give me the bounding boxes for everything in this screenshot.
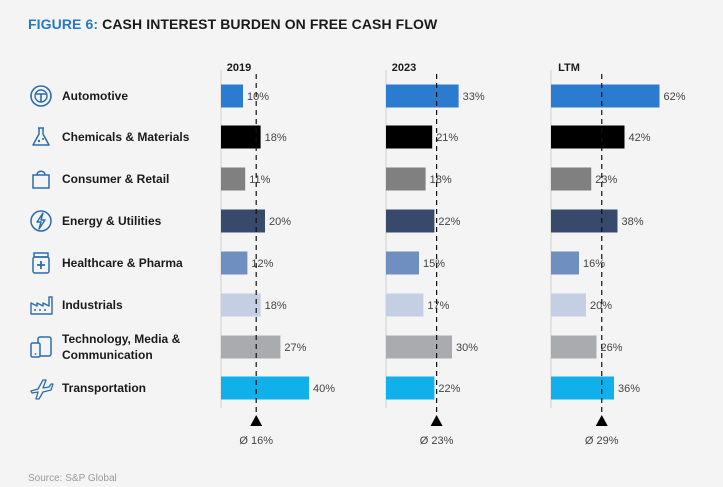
bar <box>551 209 618 233</box>
energy-icon <box>28 208 54 234</box>
average-label: Ø 29% <box>585 435 619 447</box>
bar <box>386 84 459 108</box>
chart-title: FIGURE 6: CASH INTEREST BURDEN ON FREE C… <box>28 16 437 32</box>
devices-icon <box>28 334 54 360</box>
bar <box>551 335 597 359</box>
category-label: Technology, Media & Communication <box>62 331 180 363</box>
average-label: Ø 23% <box>420 435 454 447</box>
data-label: 42% <box>629 132 651 144</box>
data-label: 33% <box>463 91 485 103</box>
medicine-bottle-icon <box>28 250 54 276</box>
data-label: 12% <box>251 258 273 270</box>
data-label: 15% <box>423 258 445 270</box>
category-label: Consumer & Retail <box>62 172 170 186</box>
category-label: Automotive <box>62 89 128 103</box>
series-header: LTM <box>558 62 580 74</box>
bar <box>221 293 261 317</box>
category-label: Healthcare & Pharma <box>62 256 183 270</box>
data-label: 62% <box>664 91 686 103</box>
category-label-line: Communication <box>62 348 153 362</box>
bar <box>551 125 625 149</box>
category-label: Industrials <box>62 298 123 312</box>
bar <box>386 209 435 233</box>
category-label: Energy & Utilities <box>62 214 162 228</box>
bar <box>386 293 424 317</box>
data-label: 38% <box>622 216 644 228</box>
series-header: 2019 <box>227 62 251 74</box>
data-label: 26% <box>601 342 623 354</box>
bar <box>386 125 433 149</box>
shopping-bag-icon <box>28 166 54 192</box>
bar <box>221 209 265 233</box>
figure-number: FIGURE 6: <box>28 16 99 32</box>
data-label: 10% <box>247 91 269 103</box>
average-marker <box>250 415 263 426</box>
data-label: 22% <box>438 216 460 228</box>
data-label: 27% <box>284 342 306 354</box>
steering-wheel-icon <box>28 83 54 109</box>
bar <box>551 293 586 317</box>
average-label: Ø 16% <box>239 435 273 447</box>
data-label: 23% <box>595 174 617 186</box>
bar <box>386 251 419 275</box>
airplane-icon <box>28 375 54 401</box>
flask-icon <box>28 124 54 150</box>
series-header: 2023 <box>392 62 416 74</box>
bar <box>551 167 592 191</box>
bar <box>221 251 248 275</box>
data-label: 17% <box>427 300 449 312</box>
data-label: 16% <box>583 258 605 270</box>
category-label-line: Technology, Media & <box>62 332 181 346</box>
bar <box>221 376 309 400</box>
bar <box>386 167 426 191</box>
bar <box>386 335 452 359</box>
data-label: 11% <box>249 174 270 186</box>
bar <box>551 84 660 108</box>
figure-title: CASH INTEREST BURDEN ON FREE CASH FLOW <box>102 16 438 32</box>
data-label: 18% <box>430 174 452 186</box>
average-marker <box>595 415 608 426</box>
bar <box>551 251 579 275</box>
data-label: 36% <box>618 383 640 395</box>
bar <box>221 167 246 191</box>
bar <box>221 125 261 149</box>
bar <box>221 84 243 108</box>
data-label: 40% <box>313 383 335 395</box>
bar <box>386 376 435 400</box>
data-label: 18% <box>265 132 287 144</box>
data-label: 20% <box>590 300 612 312</box>
average-marker <box>430 415 443 426</box>
category-label: Transportation <box>62 381 147 395</box>
category-label: Chemicals & Materials <box>62 130 190 144</box>
bar <box>221 335 281 359</box>
source-note: Source: S&P Global <box>28 473 117 484</box>
data-label: 20% <box>269 216 291 228</box>
data-label: 30% <box>456 342 478 354</box>
factory-icon <box>28 292 54 318</box>
data-label: 22% <box>438 383 460 395</box>
bar <box>551 376 614 400</box>
data-label: 21% <box>436 132 458 144</box>
data-label: 18% <box>265 300 287 312</box>
